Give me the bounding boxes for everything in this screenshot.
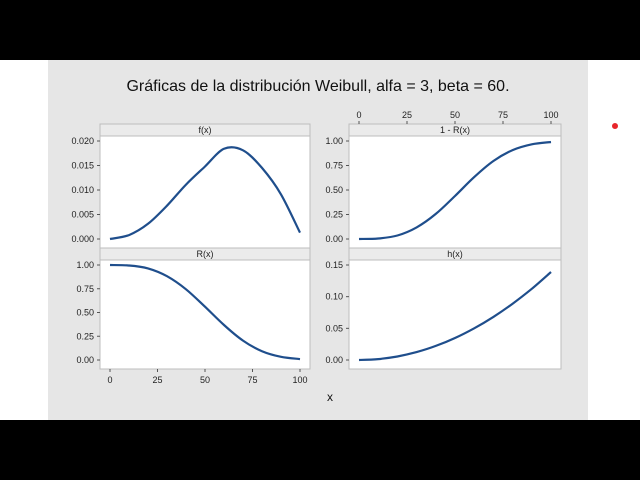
figure-title: Gráficas de la distribución Weibull, alf… <box>126 78 509 95</box>
x-tick-label: 0 <box>356 110 361 120</box>
panel-header <box>99 247 311 261</box>
panel-title: h(x) <box>447 249 463 259</box>
panel-title: R(x) <box>197 249 214 259</box>
series-line <box>109 263 301 361</box>
y-tick-label: 0.05 <box>325 323 343 333</box>
y-tick-label: 0.25 <box>76 331 94 341</box>
x-tick-label: 50 <box>450 110 460 120</box>
y-tick-label: 0.15 <box>325 260 343 270</box>
red-marker-dot <box>612 123 618 129</box>
x-tick-label: 50 <box>200 375 210 385</box>
x-tick-label: 0 <box>107 375 112 385</box>
x-tick-label: 100 <box>543 110 558 120</box>
y-tick-label: 0.75 <box>325 161 343 171</box>
bottom-letterbox <box>0 420 640 480</box>
y-tick-label: 0.00 <box>325 234 343 244</box>
y-tick-label: 0.75 <box>76 284 94 294</box>
panel-4: h(x) 0.00 0.05 0.10 0.15 <box>325 247 562 370</box>
series-line <box>358 140 552 241</box>
y-tick-label: 0.00 <box>325 355 343 365</box>
panel-3: R(x) 0.00 0.25 0.50 0.75 1.00 0 25 50 75 100 <box>76 247 311 385</box>
y-tick-label: 0.50 <box>325 185 343 195</box>
x-tick-label: 100 <box>292 375 307 385</box>
plot-frame <box>348 123 562 249</box>
x-tick-label: 75 <box>498 110 508 120</box>
panel-title: f(x) <box>199 125 212 135</box>
panel-header <box>99 123 311 137</box>
series-line <box>109 146 301 241</box>
y-tick-label: 0.25 <box>325 210 343 220</box>
plot-frame <box>348 247 562 370</box>
y-tick-label: 0.10 <box>325 292 343 302</box>
shared-x-axis-label: x <box>327 390 333 404</box>
y-tick-label: 0.015 <box>71 161 94 171</box>
series-line <box>358 271 552 362</box>
x-tick-label: 25 <box>152 375 162 385</box>
plot-frame <box>99 123 311 249</box>
y-tick-label: 0.005 <box>71 210 94 220</box>
panel-header <box>348 247 562 261</box>
plot-frame <box>99 247 311 370</box>
panel-2: 1 - R(x) 0.00 0.25 0.50 0.75 1.00 0 25 50 75 100 <box>325 110 562 249</box>
top-letterbox <box>0 0 640 60</box>
y-tick-label: 0.50 <box>76 308 94 318</box>
y-tick-label: 1.00 <box>325 136 343 146</box>
panel-title: 1 - R(x) <box>440 125 470 135</box>
y-tick-label: 0.00 <box>76 355 94 365</box>
y-tick-label: 0.020 <box>71 136 94 146</box>
y-tick-label: 0.000 <box>71 234 94 244</box>
x-tick-label: 25 <box>402 110 412 120</box>
y-tick-label: 0.010 <box>71 185 94 195</box>
y-tick-label: 1.00 <box>76 260 94 270</box>
panel-1: f(x) 0.000 0.005 0.010 0.015 0.020 <box>71 123 311 249</box>
x-tick-label: 75 <box>247 375 257 385</box>
